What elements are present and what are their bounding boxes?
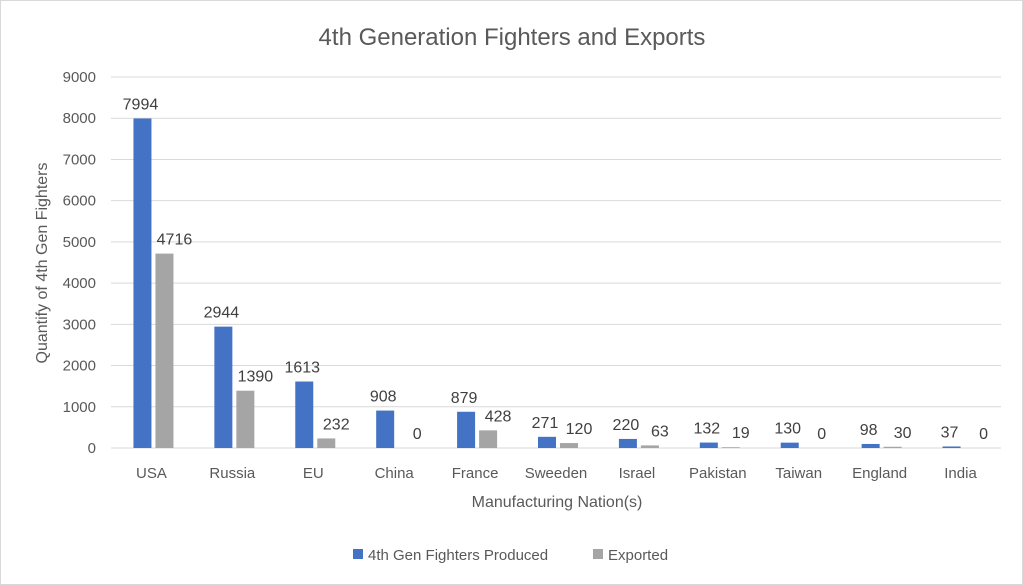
y-tick-label: 9000 (63, 69, 96, 86)
bar-produced (133, 118, 152, 449)
x-axis-label: Manufacturing Nation(s) (472, 494, 643, 511)
chart-title: 4th Generation Fighters and Exports (319, 24, 706, 51)
legend-label-exported: Exported (608, 547, 668, 564)
data-label-produced: 220 (613, 417, 640, 434)
legend-swatch-produced (353, 549, 363, 559)
data-label-produced: 1613 (284, 360, 320, 377)
data-label-produced: 2944 (204, 305, 240, 322)
legend-swatch-exported (593, 549, 603, 559)
y-tick-label: 5000 (63, 234, 96, 251)
bar-produced (861, 443, 880, 448)
y-tick-label: 2000 (63, 358, 96, 375)
bar-exported (640, 445, 659, 448)
data-label-exported: 232 (323, 416, 350, 433)
x-tick-label: Sweeden (525, 465, 588, 482)
data-label-produced: 98 (860, 422, 878, 439)
data-label-produced: 130 (774, 421, 801, 438)
y-tick-label: 3000 (63, 316, 96, 333)
x-tick-label: Israel (619, 465, 656, 482)
bar-produced (942, 446, 961, 448)
y-tick-label: 4000 (63, 275, 96, 292)
y-tick-label: 7000 (63, 151, 96, 168)
data-label-exported: 63 (651, 423, 669, 440)
y-axis-label: Quantify of 4th Gen Fighters (34, 163, 51, 364)
x-tick-label: Taiwan (775, 465, 822, 482)
data-label-exported: 0 (413, 426, 422, 443)
data-label-produced: 879 (451, 390, 478, 407)
y-tick-label: 8000 (63, 110, 96, 127)
data-label-exported: 4716 (157, 232, 193, 249)
data-label-exported: 1390 (238, 369, 274, 386)
y-tick-label: 6000 (63, 193, 96, 210)
x-tick-label: EU (303, 465, 324, 482)
data-label-exported: 428 (485, 408, 512, 425)
bar-exported (236, 390, 255, 448)
data-label-produced: 37 (941, 424, 959, 441)
data-label-produced: 271 (532, 415, 559, 432)
data-label-exported: 0 (817, 426, 826, 443)
x-tick-label: Pakistan (689, 465, 747, 482)
bars (133, 118, 961, 449)
bar-produced (376, 410, 395, 448)
y-tick-label: 0 (88, 440, 96, 457)
x-axis-ticks: USA Russia EU China France Sweeden Israel Pakis… (136, 465, 977, 482)
data-label-produced: 908 (370, 389, 397, 406)
x-tick-label: China (375, 465, 415, 482)
y-axis-ticks: 0 1000 2000 3000 4000 5000 6000 7000 8000 9000 (63, 69, 96, 457)
bar-exported (721, 447, 740, 448)
data-labels: 7994 4716 2944 1390 1613 232 908 0 879 428 271 120 2… (123, 96, 988, 443)
legend: 4th Gen Fighters Produced Exported (353, 547, 668, 564)
y-tick-label: 1000 (63, 399, 96, 416)
data-label-produced: 7994 (123, 96, 159, 113)
bar-produced (699, 442, 718, 448)
data-label-exported: 0 (979, 426, 988, 443)
data-label-exported: 30 (894, 425, 912, 442)
bar-produced (618, 438, 637, 448)
bar-exported (883, 446, 902, 448)
bar-exported (479, 430, 498, 448)
data-label-exported: 19 (732, 425, 750, 442)
bar-exported (317, 438, 336, 448)
x-tick-label: India (944, 465, 977, 482)
data-label-exported: 120 (566, 421, 593, 438)
legend-label-produced: 4th Gen Fighters Produced (368, 547, 548, 564)
x-tick-label: Russia (209, 465, 256, 482)
bar-produced (457, 411, 476, 448)
gridlines (111, 76, 1001, 449)
bar-produced (295, 381, 314, 448)
x-tick-label: France (452, 465, 499, 482)
bar-produced (214, 326, 233, 448)
x-tick-label: USA (136, 465, 167, 482)
bar-produced (780, 442, 799, 448)
bar-produced (538, 436, 556, 448)
bar-exported (155, 253, 174, 448)
bar-exported (560, 443, 578, 448)
x-tick-label: England (852, 465, 907, 482)
data-label-produced: 132 (693, 421, 720, 438)
